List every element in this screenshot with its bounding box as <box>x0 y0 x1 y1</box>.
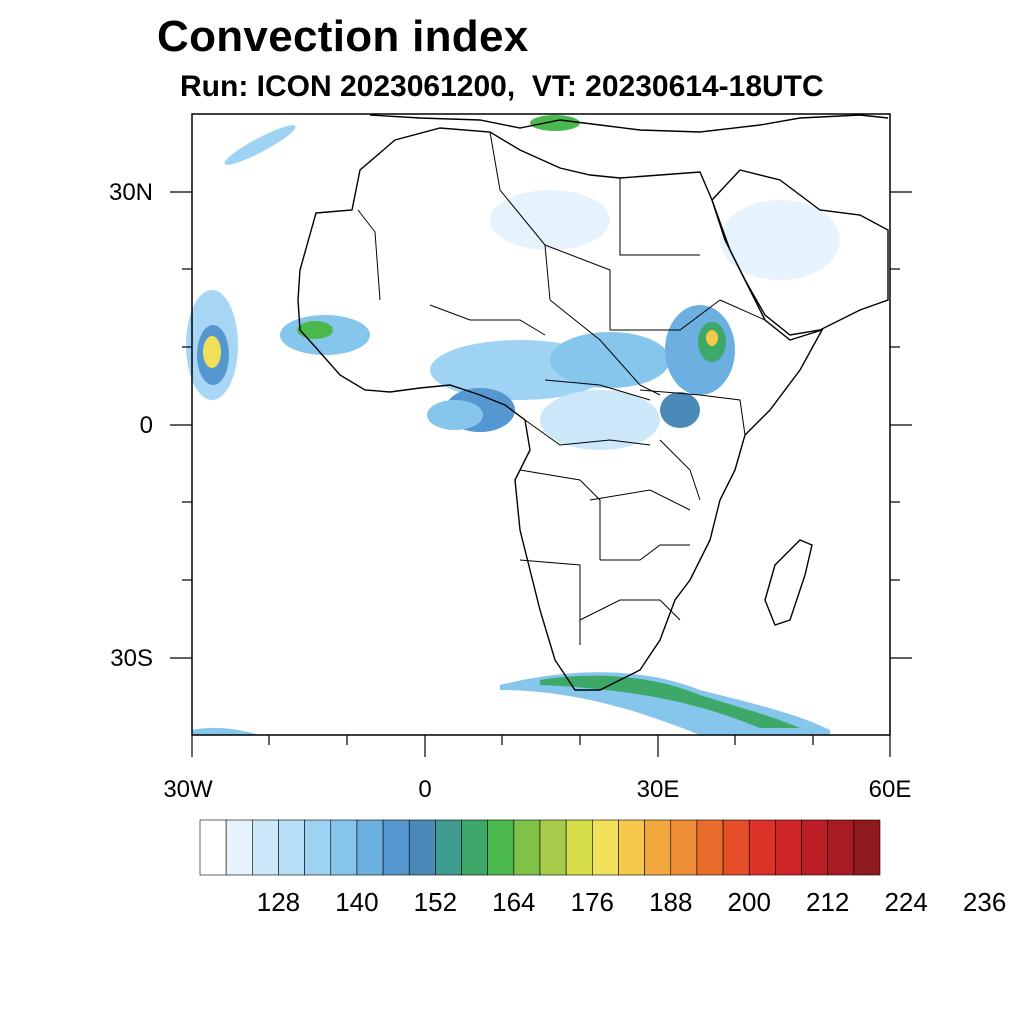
field-congo <box>540 390 660 450</box>
colorbar-box <box>252 819 279 876</box>
colorbar-label: 188 <box>649 887 692 917</box>
colorbar-box <box>565 819 593 876</box>
country-borders <box>357 131 766 645</box>
colorbar-label: 128 <box>257 887 300 917</box>
colorbar-label: 164 <box>492 887 535 917</box>
colorbar-box <box>644 819 672 876</box>
madagascar-coastline <box>764 539 813 626</box>
colorbar-box <box>775 819 802 876</box>
colorbar-box <box>853 819 881 876</box>
colorbar-box <box>539 819 567 876</box>
colorbar-box <box>592 819 619 876</box>
colorbar-label: 176 <box>571 887 614 917</box>
colorbar-label: 224 <box>884 887 927 917</box>
convection-field <box>186 115 840 735</box>
colorbar-box <box>225 819 253 876</box>
lon-tick-label-0: 0 <box>418 776 431 803</box>
colorbar-label: 236 <box>963 887 1006 917</box>
field-sahara <box>490 190 610 250</box>
colorbar-box <box>382 819 410 876</box>
chart-title: Convection index <box>157 12 529 61</box>
field-southwest-edge <box>192 727 260 735</box>
colorbar-box <box>408 819 436 876</box>
lat-tick-label-30n: 30N <box>109 179 153 206</box>
colorbar-box <box>513 819 541 876</box>
colorbar-box <box>461 819 488 876</box>
colorbar-box <box>696 819 724 876</box>
field-gulf-guinea <box>427 400 483 430</box>
colorbar <box>199 819 881 876</box>
field-lake-victoria <box>660 392 700 428</box>
field-atlantic-streak <box>224 125 296 165</box>
africa-coastline <box>297 127 824 691</box>
lon-tick-label-30e: 30E <box>637 776 680 803</box>
field-mediterranean <box>530 115 580 131</box>
colorbar-label: 200 <box>728 887 771 917</box>
arabia-coastline <box>711 169 889 336</box>
colorbar-box <box>801 819 828 876</box>
lat-tick-label-0: 0 <box>140 412 153 439</box>
field-guinea-core <box>297 321 333 339</box>
lon-tick-label-60e: 60E <box>869 776 912 803</box>
field-arabia <box>720 200 840 280</box>
lon-tick-label-30w: 30W <box>163 776 213 803</box>
colorbar-box <box>827 819 855 876</box>
colorbar-box <box>278 819 305 876</box>
colorbar-box <box>670 819 698 876</box>
colorbar-box <box>304 819 332 876</box>
colorbar-box <box>487 819 515 876</box>
colorbar-box <box>722 819 750 876</box>
field-ethiopia-peak <box>706 330 718 346</box>
colorbar-box <box>435 819 462 876</box>
colorbar-label: 152 <box>414 887 457 917</box>
colorbar-label: 212 <box>806 887 849 917</box>
colorbar-box <box>618 819 645 876</box>
lat-tick-label-30s: 30S <box>110 645 153 672</box>
colorbar-box <box>330 819 358 876</box>
europe-coastline <box>369 114 889 133</box>
chart-subtitle: Run: ICON 2023061200, VT: 20230614-18UTC <box>180 70 824 103</box>
colorbar-box <box>356 819 384 876</box>
field-sahel-east <box>550 332 670 388</box>
colorbar-label: 140 <box>335 887 378 917</box>
colorbar-box <box>199 819 227 876</box>
field-southern-front-core <box>540 675 800 728</box>
colorbar-labels: 128 140 152 164 176 188 200 212 224 236 <box>257 887 1007 917</box>
colorbar-box <box>748 819 776 876</box>
coastlines <box>297 114 889 691</box>
field-cyclone-core <box>203 336 221 368</box>
axis-ticks <box>170 191 912 757</box>
